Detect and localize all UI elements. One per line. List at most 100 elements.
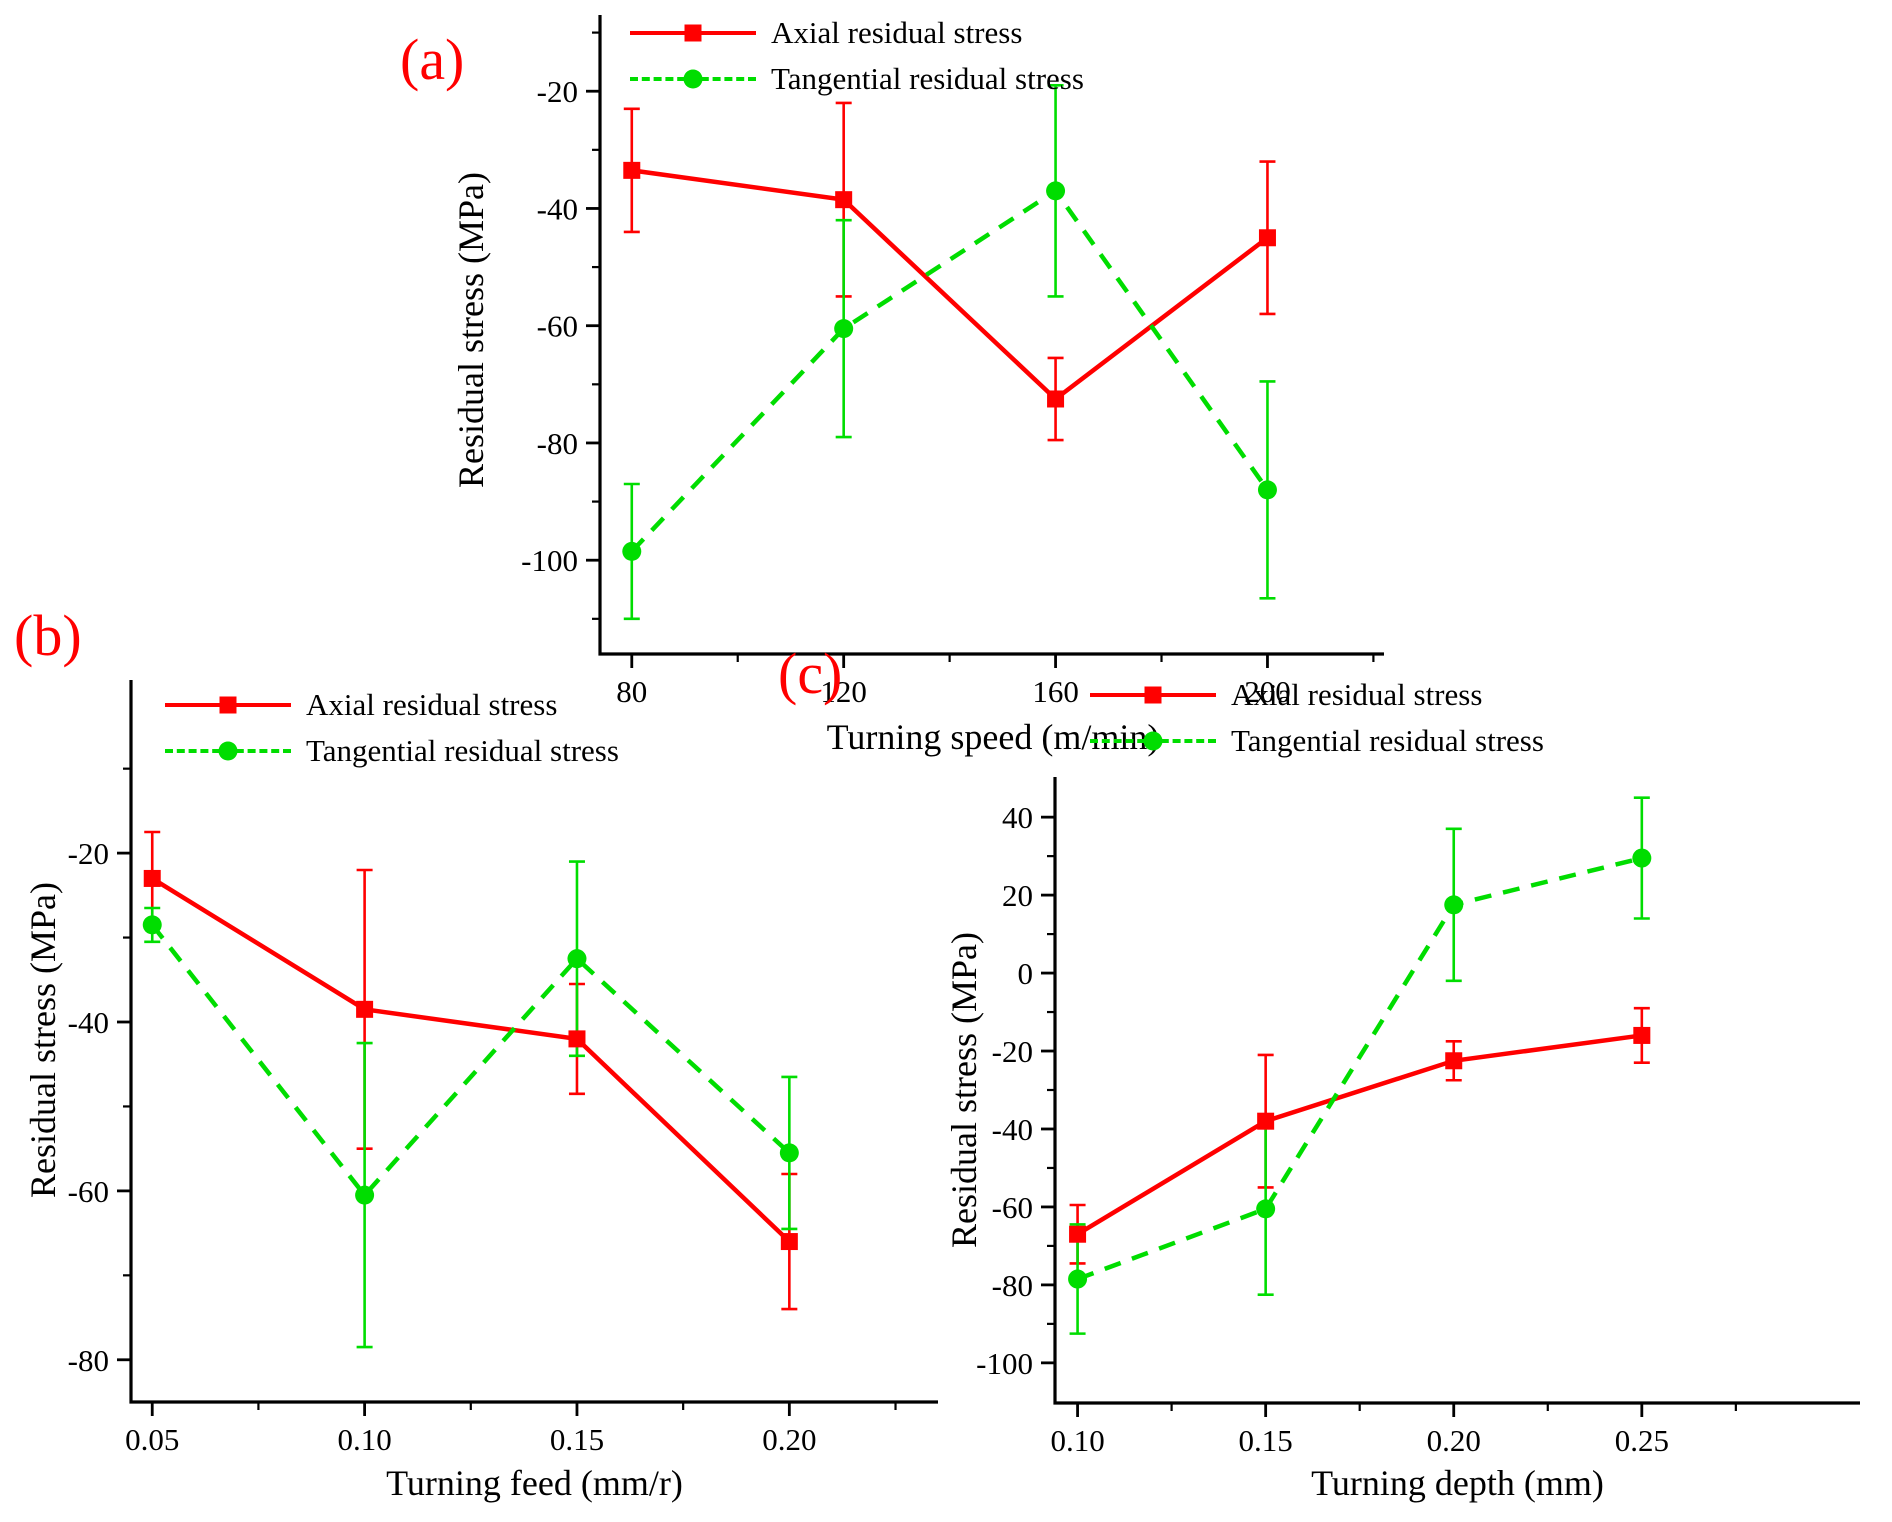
legend-item-tangential: Tangential residual stress: [630, 56, 1084, 102]
chart-c-ytick-label: 0: [1018, 956, 1034, 991]
chart-a-axial-errorbars: [623, 101, 1276, 442]
legend-sample-axial: [165, 693, 291, 717]
x-axis-title-c: Turning depth (mm): [1311, 1463, 1604, 1503]
chart-c-axes: [1053, 777, 1860, 1405]
chart-a-ytick-label: -60: [537, 309, 578, 344]
square-marker-icon: [1144, 686, 1162, 704]
legend-b: Axial residual stress Tangential residua…: [165, 682, 619, 774]
legend-sample-tangential: [1090, 729, 1216, 753]
chart-b-ytick-label: -40: [68, 1005, 109, 1040]
x-axis-title-a: Turning speed (m/min): [826, 717, 1160, 757]
legend-label-axial: Axial residual stress: [306, 687, 558, 722]
legend-item-axial: Axial residual stress: [165, 682, 619, 728]
chart-b-ytick-label: -80: [68, 1343, 109, 1378]
panel-label-a: (a): [400, 27, 465, 92]
legend-label-axial: Axial residual stress: [771, 15, 1023, 50]
chart-a-axial-line: [631, 168, 1269, 402]
square-marker-icon: [1258, 229, 1276, 247]
square-marker-icon: [684, 24, 702, 42]
chart-c-axial-markers: [1069, 1026, 1651, 1243]
chart-a-ytick-label: -80: [537, 426, 578, 461]
chart-b-axial-line: [151, 876, 791, 1244]
square-marker-icon: [623, 161, 641, 179]
legend-sample-axial: [630, 21, 756, 45]
panel-label-b: (b): [14, 603, 82, 668]
square-marker-icon: [1069, 1225, 1087, 1243]
circle-marker-icon: [834, 319, 854, 339]
legend-item-tangential: Tangential residual stress: [165, 728, 619, 774]
chart-b-tangential-line: [150, 923, 791, 1199]
circle-marker-icon: [683, 69, 703, 89]
circle-marker-icon: [1632, 848, 1652, 868]
legend-item-axial: Axial residual stress: [1090, 672, 1544, 718]
circle-marker-icon: [1256, 1199, 1276, 1219]
chart-a: -20 -40 -60 -80 -100 80 120 160 200: [521, 15, 1384, 709]
legend-sample-tangential: [630, 67, 756, 91]
chart-c-ytick-label: -40: [992, 1112, 1033, 1147]
chart-c: 40 20 0 -20 -40 -60 -80 -100 0.10 0.15 0.20 0.25: [976, 777, 1860, 1458]
chart-c-xtick-label: 0.15: [1239, 1423, 1293, 1458]
chart-a-tangential-line: [630, 187, 1270, 553]
chart-a-ytick-label: -100: [521, 543, 578, 578]
chart-c-ytick-label: -20: [992, 1034, 1033, 1069]
chart-a-ytick-label: -20: [537, 74, 578, 109]
chart-b-ytick-label: -20: [68, 836, 109, 871]
chart-c-axial-line: [1076, 1033, 1643, 1237]
square-marker-icon: [219, 696, 237, 714]
chart-b-axes: [129, 680, 938, 1404]
chart-c-ytick-label: -60: [992, 1190, 1033, 1225]
chart-c-xtick-label: 0.25: [1615, 1423, 1669, 1458]
chart-a-axes: [598, 15, 1384, 656]
legend-label-tangential: Tangential residual stress: [306, 733, 619, 768]
chart-a-xtick-label: 200: [1244, 674, 1291, 709]
chart-a-xtick-label: 80: [616, 674, 647, 709]
circle-marker-icon: [1068, 1269, 1088, 1289]
chart-b-tangential-markers: [142, 915, 799, 1205]
circle-marker-icon: [1257, 480, 1277, 500]
panel-label-c: (c): [778, 641, 843, 706]
chart-c-ytick-label: 40: [1002, 800, 1033, 835]
chart-c-tangential-line: [1076, 855, 1643, 1282]
square-marker-icon: [1445, 1052, 1463, 1070]
chart-c-ytick-label: -80: [992, 1268, 1033, 1303]
legend-sample-tangential: [165, 739, 291, 763]
x-axis-title-b: Turning feed (mm/r): [386, 1463, 683, 1503]
y-axis-title-a: Residual stress (MPa): [451, 172, 491, 488]
legend-sample-axial: [1090, 683, 1216, 707]
legend-item-axial: Axial residual stress: [630, 10, 1084, 56]
chart-b-xtick-label: 0.15: [550, 1422, 604, 1457]
circle-marker-icon: [567, 949, 587, 969]
circle-marker-icon: [622, 541, 642, 561]
square-marker-icon: [568, 1030, 586, 1048]
chart-c-ytick-label: 20: [1002, 878, 1033, 913]
chart-a-axial-markers: [623, 161, 1276, 408]
square-marker-icon: [1257, 1112, 1275, 1130]
circle-marker-icon: [1046, 181, 1066, 201]
chart-c-xtick-label: 0.20: [1427, 1423, 1481, 1458]
chart-c-ytick-label: -100: [976, 1346, 1033, 1381]
y-axis-title-c: Residual stress (MPa): [944, 932, 984, 1248]
square-marker-icon: [1633, 1026, 1651, 1044]
legend-label-axial: Axial residual stress: [1231, 677, 1483, 712]
chart-b-ticks: [117, 767, 897, 1416]
square-marker-icon: [835, 191, 853, 209]
chart-b-xtick-label: 0.20: [762, 1422, 816, 1457]
legend-item-tangential: Tangential residual stress: [1090, 718, 1544, 764]
chart-a-ticks: [586, 31, 1375, 668]
square-marker-icon: [356, 1000, 374, 1018]
chart-c-xtick-label: 0.10: [1050, 1423, 1104, 1458]
circle-marker-icon: [355, 1185, 375, 1205]
square-marker-icon: [143, 869, 161, 887]
circle-marker-icon: [779, 1143, 799, 1163]
chart-a-xtick-label: 160: [1032, 674, 1079, 709]
chart-b-axial-markers: [143, 869, 798, 1251]
chart-b-xtick-label: 0.10: [337, 1422, 391, 1457]
square-marker-icon: [1047, 390, 1065, 408]
legend-label-tangential: Tangential residual stress: [771, 61, 1084, 96]
circle-marker-icon: [1143, 731, 1163, 751]
legend-a: Axial residual stress Tangential residua…: [630, 10, 1084, 102]
circle-marker-icon: [1444, 895, 1464, 915]
circle-marker-icon: [218, 741, 238, 761]
